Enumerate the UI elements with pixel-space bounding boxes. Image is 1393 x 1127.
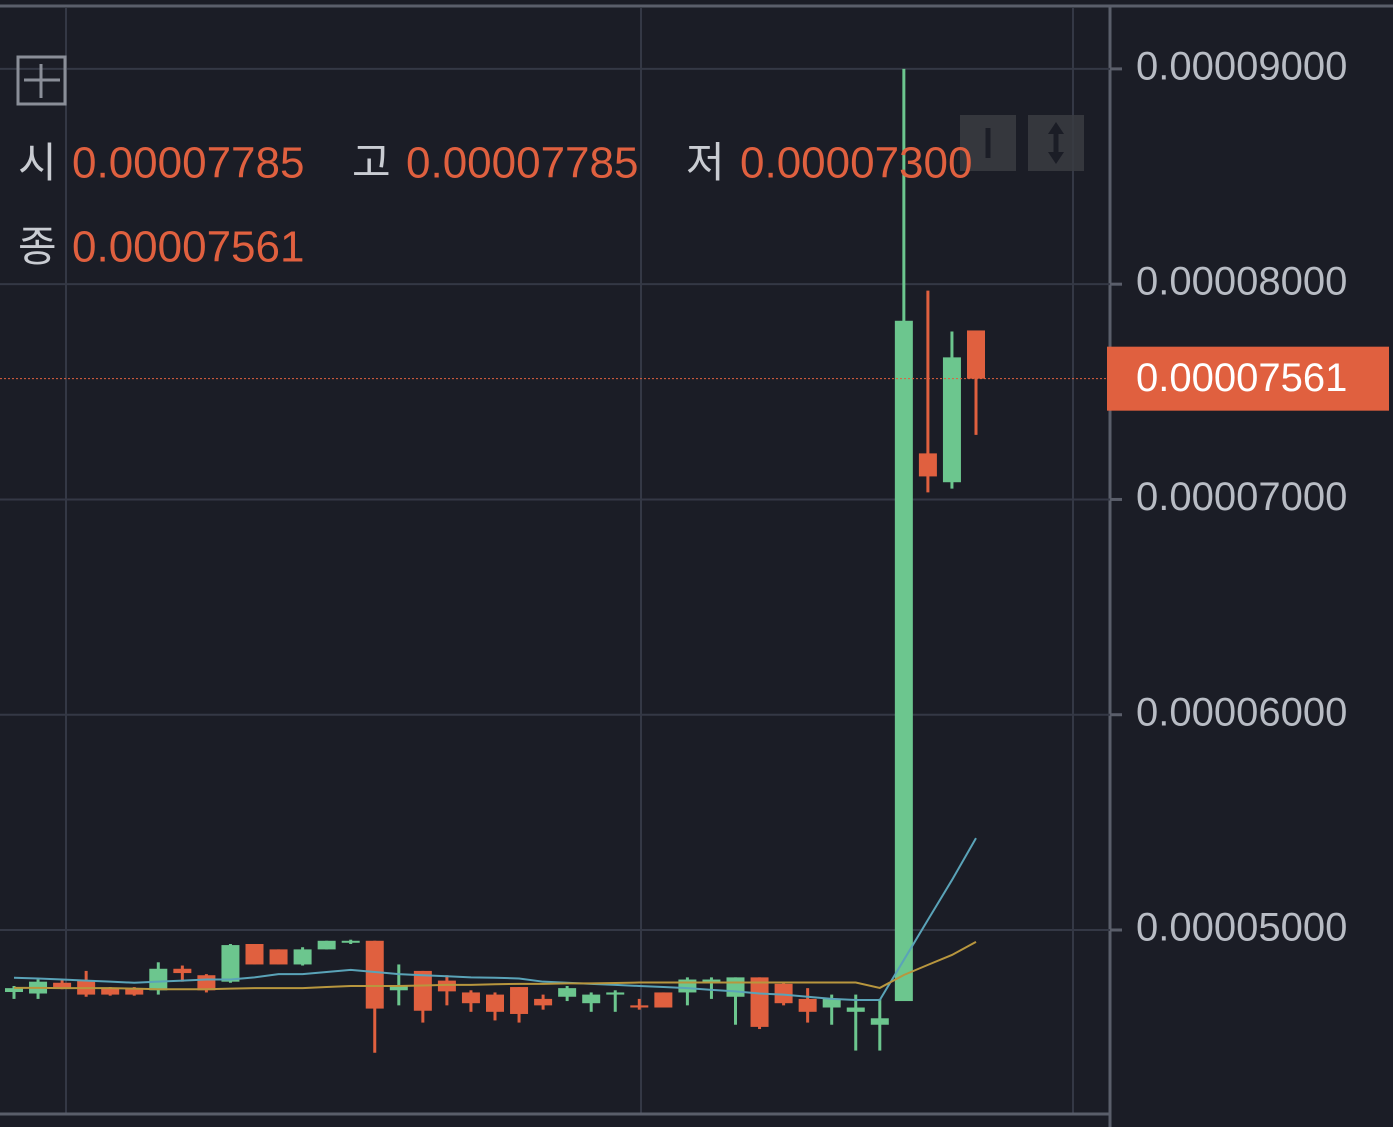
ohlc-legend: 시 0.00007785 고 0.00007785 저 0.00007300 종 0.0000… xyxy=(18,139,972,272)
candle-body xyxy=(798,998,817,1012)
legend-key: 시 xyxy=(18,139,57,186)
candle-body xyxy=(654,992,673,1008)
plot xyxy=(0,67,1110,1053)
legend-value: 0.00007785 xyxy=(72,139,304,188)
crosshair-button[interactable] xyxy=(16,55,67,106)
candle-body xyxy=(101,988,120,995)
candle-body xyxy=(702,979,721,982)
legend-value: 0.00007561 xyxy=(72,223,304,272)
button-frame xyxy=(16,55,67,106)
legend-key: 종 xyxy=(18,223,57,270)
candle-body xyxy=(221,945,240,982)
candle-body xyxy=(630,1005,649,1008)
candle-body xyxy=(822,998,841,1008)
y-axis: 0.00005000 0.00006000 0.00007000 0.00008000… xyxy=(1107,44,1389,950)
candle-body xyxy=(53,982,72,989)
candle-body xyxy=(365,940,384,1009)
candle-body xyxy=(774,983,793,1004)
candle-body xyxy=(413,970,432,1011)
candle-body xyxy=(726,977,745,997)
candle-body xyxy=(341,940,360,943)
moving-average-line xyxy=(14,940,977,991)
legend-key: 고 xyxy=(352,139,391,186)
scale-button[interactable] xyxy=(1028,115,1084,171)
candle-body xyxy=(870,1018,889,1025)
legend-value: 0.00007785 xyxy=(406,139,638,188)
candle-body xyxy=(173,968,192,974)
candle-body xyxy=(750,977,769,1027)
candle-body xyxy=(967,330,985,379)
legend-key: 저 xyxy=(686,139,725,186)
y-tick-label: 0.00009000 xyxy=(1136,44,1347,88)
candle-body xyxy=(149,968,168,991)
candle-body xyxy=(389,985,408,991)
candle-body xyxy=(461,992,480,1004)
y-tick-label: 0.00006000 xyxy=(1136,690,1347,734)
candle-body xyxy=(317,940,336,950)
candle-body xyxy=(534,998,553,1006)
candle-body xyxy=(582,994,601,1004)
candle-body xyxy=(245,944,264,965)
y-tick-label: 0.00005000 xyxy=(1136,906,1347,950)
candle-body xyxy=(486,994,504,1012)
candle-body xyxy=(5,988,23,993)
last-price-label: 0.00007561 xyxy=(1136,356,1347,400)
candle-body xyxy=(942,357,961,483)
candle-body xyxy=(606,992,625,995)
candle-body xyxy=(125,988,144,995)
legend-value: 0.00007300 xyxy=(740,139,972,188)
candle-body xyxy=(558,988,577,997)
moving-average-line xyxy=(13,837,977,1001)
y-tick-label: 0.00007000 xyxy=(1136,475,1347,519)
candle-body xyxy=(197,975,216,991)
candle-body xyxy=(678,979,697,993)
candle-body xyxy=(269,949,288,965)
icon-arrows xyxy=(1048,122,1064,164)
last-price-box xyxy=(1107,346,1389,411)
candle-body xyxy=(846,1007,865,1012)
candle-body xyxy=(894,320,913,1002)
candle-body xyxy=(918,453,937,477)
candle-body xyxy=(437,980,456,992)
candle-body xyxy=(510,987,529,1014)
grid xyxy=(65,8,1074,1113)
candle-body xyxy=(293,949,312,965)
y-tick-label: 0.00008000 xyxy=(1136,260,1347,304)
scroll-bottom-button[interactable] xyxy=(960,115,1016,171)
